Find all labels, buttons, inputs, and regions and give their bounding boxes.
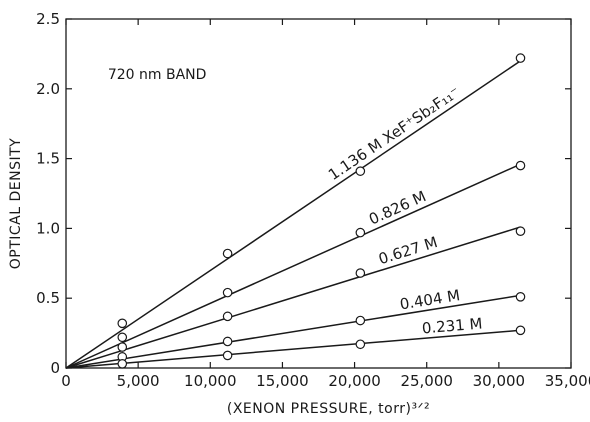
series-label: 0.627 M xyxy=(376,233,439,268)
data-point xyxy=(355,268,366,278)
y-tick-label: 1.0 xyxy=(36,219,60,237)
x-axis-ticks: 0 5,000 10,000 15,000 20,000 25,000 30,000 35,0… xyxy=(61,19,590,390)
data-point xyxy=(355,315,366,326)
x-tick-label: 0 xyxy=(61,372,71,390)
x-tick-label: 30,000 xyxy=(473,372,526,390)
y-tick-label: 0.5 xyxy=(36,289,60,307)
y-tick-label: 1.5 xyxy=(36,150,60,168)
plot-frame xyxy=(65,18,572,369)
series-label: 1.136 M XeF⁺Sb₂F₁₁⁻ xyxy=(325,83,463,184)
fit-line xyxy=(65,60,521,369)
band-annotation: 720 nm BAND xyxy=(108,67,207,83)
data-point xyxy=(515,325,526,336)
data-point xyxy=(222,287,233,298)
series-label: 0.826 M xyxy=(366,187,429,228)
y-tick-label: 2.5 xyxy=(36,10,60,28)
x-tick-label: 10,000 xyxy=(184,372,237,390)
x-tick-label: 35,000 xyxy=(545,372,590,390)
fit-line xyxy=(65,163,521,369)
data-point xyxy=(515,226,526,236)
fit-line xyxy=(65,294,521,369)
y-axis-ticks: 0 0.5 1.0 1.5 2.0 2.5 xyxy=(36,10,571,377)
series-label: 0.231 M xyxy=(421,314,483,337)
data-point xyxy=(222,311,233,322)
data-point xyxy=(117,342,128,352)
fit-lines xyxy=(65,60,521,369)
data-point xyxy=(355,227,366,238)
data-point xyxy=(117,332,128,343)
data-point xyxy=(355,166,366,176)
data-point xyxy=(222,350,233,361)
data-point xyxy=(515,160,526,171)
y-tick-label: 2.0 xyxy=(36,80,60,98)
data-point xyxy=(222,336,233,347)
data-points xyxy=(117,53,526,369)
y-tick-label: 0 xyxy=(50,359,60,377)
data-point xyxy=(117,318,128,329)
plot-border xyxy=(65,18,572,369)
y-axis-title: OPTICAL DENSITY xyxy=(8,138,24,269)
data-point xyxy=(515,292,526,302)
data-point xyxy=(222,248,233,259)
x-axis-title: (XENON PRESSURE, torr)³ᐟ² xyxy=(227,401,430,417)
fit-line xyxy=(65,329,521,369)
data-point xyxy=(117,359,128,369)
x-tick-label: 20,000 xyxy=(328,372,381,390)
data-point xyxy=(515,53,526,63)
x-tick-label: 5,000 xyxy=(117,372,160,390)
fit-line xyxy=(65,226,521,369)
series-labels: 1.136 M XeF⁺Sb₂F₁₁⁻0.826 M0.627 M0.404 M… xyxy=(325,83,483,338)
x-tick-label: 15,000 xyxy=(256,372,309,390)
data-point xyxy=(355,339,366,350)
x-tick-label: 25,000 xyxy=(400,372,453,390)
